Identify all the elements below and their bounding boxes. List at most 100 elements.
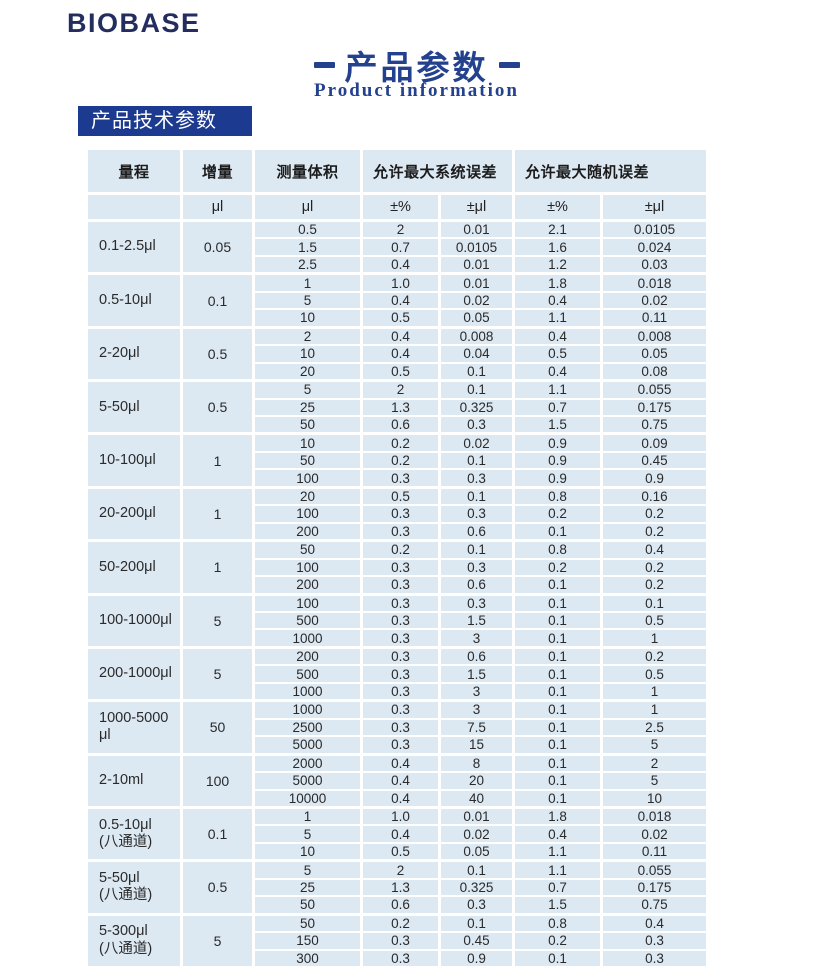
sys-ul-cell: 0.9 (441, 950, 512, 967)
rand-percent-cell: 0.1 (515, 630, 600, 646)
rand-ul-cell: 1 (603, 702, 706, 718)
table-row-group: 50-200μl 1 50 0.2 0.1 0.8 0.4 100 0.3 0.3 0.2 0.2 20… (88, 542, 706, 593)
unit-rand-ul: ±μl (603, 195, 706, 219)
increment-cell: 0.5 (183, 328, 252, 380)
sys-percent-cell: 0.3 (363, 577, 438, 593)
sys-percent-cell: 0.3 (363, 933, 438, 949)
increment-cell: 1 (183, 542, 252, 593)
range-cell: 0.1-2.5μl (88, 222, 180, 273)
rand-percent-cell: 0.4 (515, 328, 600, 345)
volume-cell: 100 (255, 506, 360, 522)
increment-cell: 1 (183, 488, 252, 540)
volume-cell: 25 (255, 399, 360, 415)
rand-ul-cell: 0.11 (603, 843, 706, 860)
sys-percent-cell: 2 (363, 862, 438, 878)
rand-ul-cell: 0.1 (603, 595, 706, 611)
table-row-group: 5-50μl (八通道) 0.5 5 2 0.1 1.1 0.055 25 1.3 0.325 0.7… (88, 862, 706, 913)
volume-cell: 300 (255, 950, 360, 967)
rand-percent-cell: 0.8 (515, 488, 600, 505)
table-row-group: 2-10ml 100 2000 0.4 8 0.1 2 5000 0.4 20 0.1 5 10000 0… (88, 755, 706, 806)
title-chinese: 产品参数 (344, 51, 489, 87)
sys-percent-cell: 0.2 (363, 435, 438, 451)
rand-percent-cell: 0.1 (515, 648, 600, 665)
range-line: 2-20μl (99, 345, 140, 362)
range-line: 0.5-10μl (99, 816, 152, 833)
volume-cell: 100 (255, 559, 360, 576)
sys-percent-cell: 0.4 (363, 328, 438, 345)
sys-ul-cell: 0.6 (441, 648, 512, 665)
sys-percent-cell: 0.3 (363, 630, 438, 646)
rand-percent-cell: 0.1 (515, 790, 600, 806)
range-cell: 50-200μl (88, 542, 180, 593)
increment-cell: 0.5 (183, 862, 252, 913)
sys-percent-cell: 1.0 (363, 275, 438, 291)
range-line: (八通道) (99, 887, 153, 904)
unit-volume: μl (255, 195, 360, 219)
sys-ul-cell: 0.04 (441, 346, 512, 362)
sys-ul-cell: 0.3 (441, 506, 512, 522)
sys-percent-cell: 0.3 (363, 523, 438, 540)
rand-percent-cell: 0.9 (515, 470, 600, 486)
rand-percent-cell: 0.4 (515, 292, 600, 309)
sys-ul-cell: 0.45 (441, 933, 512, 949)
rand-ul-cell: 0.2 (603, 506, 706, 522)
table-row-group: 10-100μl 1 10 0.2 0.02 0.9 0.09 50 0.2 0.1 0.9 0.45… (88, 435, 706, 486)
spec-table: 量程 增量 测量体积 允许最大系统误差 允许最大随机误差 μl μl ±% ±μ… (88, 150, 706, 967)
sys-ul-cell: 0.02 (441, 435, 512, 451)
range-cell: 10-100μl (88, 435, 180, 486)
range-line: 50-200μl (99, 558, 156, 575)
sys-ul-cell: 0.02 (441, 292, 512, 309)
range-cell: 1000-5000 μl (88, 702, 180, 753)
increment-cell: 5 (183, 648, 252, 700)
sys-percent-cell: 0.3 (363, 559, 438, 576)
rand-percent-cell: 2.1 (515, 222, 600, 238)
rand-ul-cell: 0.03 (603, 256, 706, 273)
sys-ul-cell: 0.1 (441, 862, 512, 878)
header-range: 量程 (88, 150, 180, 192)
sys-percent-cell: 0.4 (363, 292, 438, 309)
range-cell: 5-300μl (八通道) (88, 915, 180, 967)
rand-percent-cell: 0.9 (515, 435, 600, 451)
sys-percent-cell: 0.2 (363, 542, 438, 558)
volume-cell: 5 (255, 862, 360, 878)
sys-percent-cell: 0.3 (363, 702, 438, 718)
rand-percent-cell: 1.8 (515, 808, 600, 825)
range-line: 200-1000μl (99, 665, 172, 682)
range-cell: 0.5-10μl (88, 275, 180, 326)
rand-ul-cell: 0.008 (603, 328, 706, 345)
sys-percent-cell: 1.3 (363, 399, 438, 415)
rand-ul-cell: 0.4 (603, 915, 706, 932)
sys-ul-cell: 0.325 (441, 879, 512, 896)
range-line: 5-300μl (99, 923, 148, 940)
volume-cell: 2000 (255, 755, 360, 772)
rand-ul-cell: 0.5 (603, 666, 706, 682)
range-cell: 20-200μl (88, 488, 180, 540)
volume-cell: 5 (255, 826, 360, 842)
rand-ul-cell: 2.5 (603, 719, 706, 736)
range-cell: 0.5-10μl (八通道) (88, 808, 180, 860)
table-row-group: 0.5-10μl 0.1 1 1.0 0.01 1.8 0.018 5 0.4 0.02 0.4 0.… (88, 275, 706, 326)
title-dash-right-icon (498, 62, 520, 68)
unit-sys-percent: ±% (363, 195, 438, 219)
increment-cell: 0.5 (183, 382, 252, 433)
sys-ul-cell: 0.05 (441, 310, 512, 326)
volume-cell: 2500 (255, 719, 360, 736)
range-line: (八通道) (99, 940, 153, 957)
sys-ul-cell: 0.1 (441, 542, 512, 558)
sys-ul-cell: 0.01 (441, 808, 512, 825)
sys-ul-cell: 0.1 (441, 915, 512, 932)
sys-percent-cell: 0.5 (363, 488, 438, 505)
range-cell: 2-10ml (88, 755, 180, 806)
rand-ul-cell: 0.2 (603, 523, 706, 540)
rand-ul-cell: 0.175 (603, 399, 706, 415)
sys-ul-cell: 0.3 (441, 416, 512, 433)
rand-ul-cell: 0.02 (603, 292, 706, 309)
table-header-row: 量程 增量 测量体积 允许最大系统误差 允许最大随机误差 (88, 150, 706, 192)
header-random-error: 允许最大随机误差 (515, 150, 706, 192)
range-cell: 100-1000μl (88, 595, 180, 646)
rand-percent-cell: 0.1 (515, 595, 600, 611)
sys-percent-cell: 0.3 (363, 666, 438, 682)
increment-cell: 0.05 (183, 222, 252, 273)
sys-percent-cell: 0.3 (363, 737, 438, 753)
sys-ul-cell: 0.1 (441, 452, 512, 469)
